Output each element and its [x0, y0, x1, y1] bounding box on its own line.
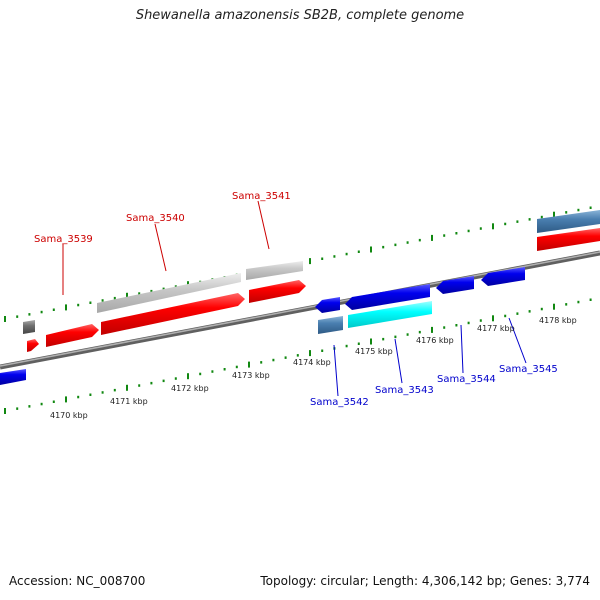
leader-3543	[394, 338, 403, 384]
scale-label-4175: 4175 kbp	[355, 347, 393, 356]
gene-label-3544[interactable]: Sama_3544	[437, 374, 496, 385]
steel-feature-right[interactable]	[537, 210, 600, 233]
gene-arrow-3542-small[interactable]	[315, 297, 340, 313]
gene-arrow-left-edge[interactable]	[0, 369, 26, 385]
gene-arrow-3541[interactable]	[249, 280, 306, 303]
gene-arrow-right-edge[interactable]	[537, 228, 600, 251]
leader-3540	[154, 223, 167, 272]
scale-label-4174: 4174 kbp	[293, 358, 331, 367]
genome-backbone-highlight	[0, 251, 600, 367]
accession-text: Accession: NC_008700	[9, 574, 146, 588]
cyan-feature-3543[interactable]	[348, 301, 432, 328]
gene-arrow-3544[interactable]	[436, 276, 474, 294]
scale-label-4178: 4178 kbp	[539, 316, 577, 325]
scale-label-4172: 4172 kbp	[171, 384, 209, 393]
scale-labels: 4170 kbp 4171 kbp 4172 kbp 4173 kbp 4174…	[50, 316, 577, 420]
leader-3542	[333, 344, 339, 397]
gene-label-3540[interactable]: Sama_3540	[126, 213, 185, 224]
gene-arrow-3545[interactable]	[481, 267, 525, 286]
leader-3541	[257, 200, 270, 250]
scale-label-4173: 4173 kbp	[232, 371, 270, 380]
gene-label-3539[interactable]: Sama_3539	[34, 234, 93, 245]
gene-arrow-3540[interactable]	[101, 293, 245, 335]
dark-grey-feature[interactable]	[23, 320, 35, 334]
gene-label-3542[interactable]: Sama_3542	[310, 397, 369, 408]
scale-label-4170: 4170 kbp	[50, 411, 88, 420]
label-leaders	[62, 200, 527, 397]
reverse-strand-features	[0, 267, 525, 385]
steel-feature-3542[interactable]	[318, 316, 343, 334]
scale-label-4171: 4171 kbp	[110, 397, 148, 406]
gene-arrow-3539[interactable]	[46, 324, 99, 347]
gene-arrow-3539-fragment[interactable]	[27, 339, 39, 352]
genome-stats-text: Topology: circular; Length: 4,306,142 bp…	[260, 574, 590, 588]
leader-3544	[460, 324, 464, 374]
gene-label-3543[interactable]: Sama_3543	[375, 385, 434, 396]
gene-label-3541[interactable]: Sama_3541	[232, 191, 291, 202]
map-title: Shewanella amazonensis SB2B, complete ge…	[135, 8, 465, 23]
grey-feature-3540[interactable]	[97, 273, 241, 313]
forward-strand-features	[23, 210, 600, 352]
grey-feature-3541[interactable]	[246, 261, 303, 280]
scale-label-4177: 4177 kbp	[477, 324, 515, 333]
leader-3545	[508, 317, 527, 364]
lower-tick-row	[4, 298, 592, 414]
gene-arrow-3543[interactable]	[345, 284, 430, 310]
scale-label-4176: 4176 kbp	[416, 336, 454, 345]
gene-label-3545[interactable]: Sama_3545	[499, 364, 558, 375]
gene-labels: Sama_3539 Sama_3540 Sama_3541 Sama_3542 …	[34, 191, 558, 408]
